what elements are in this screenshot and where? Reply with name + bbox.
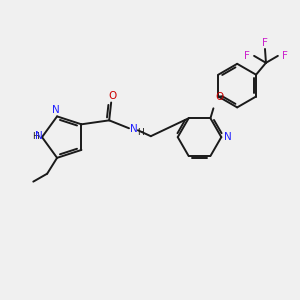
Text: N: N — [130, 124, 138, 134]
Text: N: N — [35, 131, 43, 141]
Text: F: F — [282, 51, 288, 61]
Text: F: F — [244, 51, 250, 61]
Text: O: O — [215, 92, 224, 102]
Text: F: F — [262, 38, 268, 48]
Text: N: N — [224, 132, 232, 142]
Text: H: H — [137, 128, 144, 137]
Text: N: N — [52, 105, 60, 116]
Text: O: O — [108, 91, 116, 100]
Text: H: H — [32, 132, 38, 141]
